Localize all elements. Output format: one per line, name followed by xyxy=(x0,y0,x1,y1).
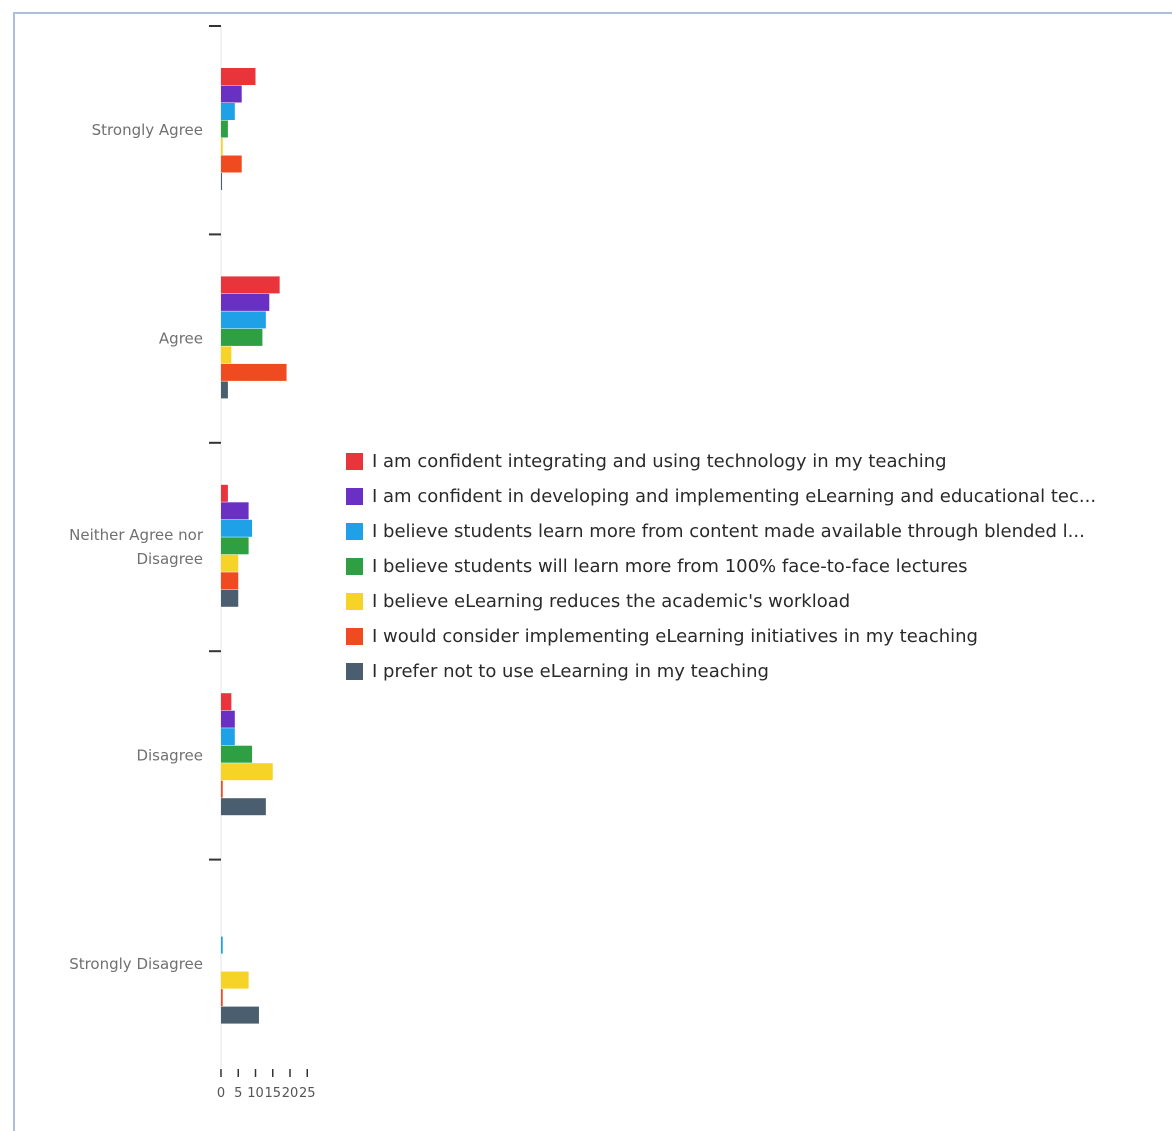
bar xyxy=(221,554,239,572)
bar xyxy=(221,311,266,329)
bar xyxy=(221,293,270,311)
x-tick-label: 5 xyxy=(234,1086,242,1101)
x-tick-label: 0 xyxy=(217,1086,225,1101)
bar xyxy=(221,589,239,607)
bar xyxy=(221,763,273,781)
legend-swatch xyxy=(346,453,363,470)
bar xyxy=(221,381,228,399)
bar xyxy=(221,693,232,711)
bar xyxy=(221,780,223,798)
legend: I am confident integrating and using tec… xyxy=(346,444,1168,689)
legend-item[interactable]: I am confident integrating and using tec… xyxy=(346,444,1168,479)
bar xyxy=(221,138,223,155)
bar xyxy=(221,798,266,816)
chart-frame xyxy=(13,12,1172,1131)
x-tick-label: 20 xyxy=(282,1086,299,1101)
legend-item[interactable]: I believe eLearning reduces the academic… xyxy=(346,584,1168,619)
legend-label: I prefer not to use eLearning in my teac… xyxy=(372,661,769,682)
bar xyxy=(221,328,263,346)
legend-swatch xyxy=(346,523,363,540)
bar xyxy=(221,537,249,555)
x-tick-label: 15 xyxy=(264,1086,281,1101)
legend-item[interactable]: I am confident in developing and impleme… xyxy=(346,479,1168,514)
bar xyxy=(221,276,280,294)
bar xyxy=(221,971,249,989)
legend-label: I believe students will learn more from … xyxy=(372,556,968,577)
legend-label: I am confident in developing and impleme… xyxy=(372,486,1097,507)
category-label: Disagree xyxy=(136,746,203,764)
legend-swatch xyxy=(346,663,363,680)
bar xyxy=(221,728,235,746)
category-label: Strongly Agree xyxy=(92,121,203,139)
x-tick-label: 10 xyxy=(247,1086,264,1101)
bar xyxy=(221,363,287,381)
bar xyxy=(221,1006,259,1024)
bar xyxy=(221,745,253,763)
bar xyxy=(221,519,253,537)
bar xyxy=(221,155,242,173)
bar xyxy=(221,484,228,502)
bar xyxy=(221,346,232,364)
bar xyxy=(221,85,242,103)
bar xyxy=(221,502,249,520)
bar xyxy=(221,103,235,120)
legend-swatch xyxy=(346,593,363,610)
bar xyxy=(221,173,223,190)
legend-item[interactable]: I would consider implementing eLearning … xyxy=(346,619,1168,654)
legend-item[interactable]: I believe students will learn more from … xyxy=(346,549,1168,584)
legend-label: I would consider implementing eLearning … xyxy=(372,626,978,647)
bar xyxy=(221,120,228,138)
legend-swatch xyxy=(346,558,363,575)
legend-label: I am confident integrating and using tec… xyxy=(372,451,947,472)
bar xyxy=(221,710,235,728)
legend-item[interactable]: I prefer not to use eLearning in my teac… xyxy=(346,654,1168,689)
category-label: Neither Agree nor Disagree xyxy=(69,526,204,568)
bar xyxy=(221,572,239,590)
legend-item[interactable]: I believe students learn more from conte… xyxy=(346,514,1168,549)
legend-label: I believe students learn more from conte… xyxy=(372,521,1085,542)
legend-swatch xyxy=(346,488,363,505)
category-label: Strongly Disagree xyxy=(69,955,203,973)
bar xyxy=(221,936,223,954)
category-label: Agree xyxy=(159,330,203,348)
legend-swatch xyxy=(346,628,363,645)
x-tick-label: 25 xyxy=(299,1086,316,1101)
bar xyxy=(221,68,256,85)
legend-label: I believe eLearning reduces the academic… xyxy=(372,591,851,612)
bar xyxy=(221,989,223,1007)
